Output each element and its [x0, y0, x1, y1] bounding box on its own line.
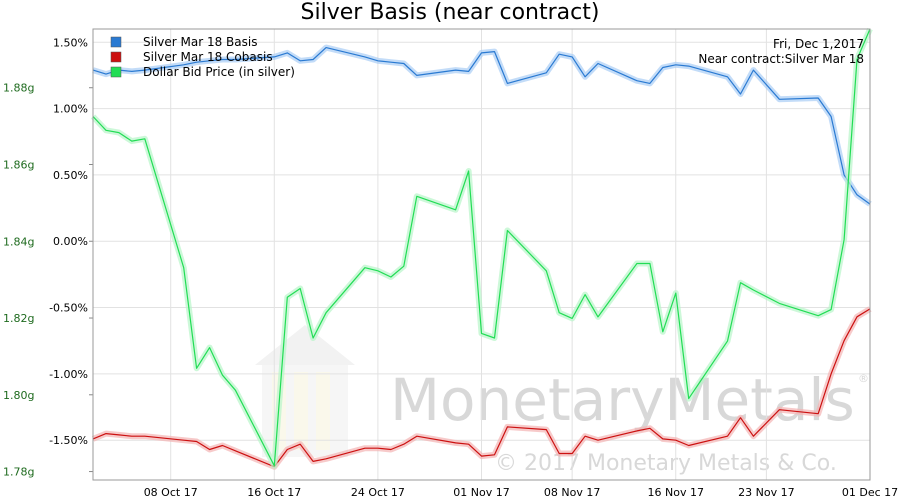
x-tick-label: 23 Nov 17: [738, 486, 794, 499]
y-right-tick-label: -0.50%: [49, 302, 88, 315]
series-lines: [90, 27, 873, 470]
x-tick-label: 16 Oct 17: [247, 486, 301, 499]
series-line-3: [92, 28, 871, 467]
y-right-tick-label: 1.00%: [53, 103, 88, 116]
legend-swatch: [110, 66, 122, 78]
series-line-2: [92, 308, 871, 468]
right-axis-ticks: 1.50% 1.00% 0.50% 0.00% -0.50% -1.00% -1.50%: [49, 36, 88, 447]
legend-label: Dollar Bid Price (in silver): [143, 65, 295, 79]
x-tick-label: 24 Oct 17: [351, 486, 405, 499]
monetary-metals-logo-icon: [255, 325, 355, 457]
y-right-tick-label: 1.50%: [53, 36, 88, 49]
watermark-copyright: © 2017 Monetary Metals & Co.: [495, 451, 837, 476]
legend-label: Silver Mar 18 Cobasis: [143, 50, 273, 64]
legend-label: Silver Mar 18 Basis: [143, 35, 257, 49]
watermark-brand: MonetaryMetals: [390, 366, 855, 434]
y-left-tick-label: 1.78g: [3, 466, 34, 479]
y-left-tick-label: 1.88g: [3, 82, 34, 95]
x-tick-label: 16 Nov 17: [648, 486, 704, 499]
left-axis-ticks: 1.88g 1.86g 1.84g 1.82g 1.80g 1.78g: [3, 82, 93, 479]
chart-title: Silver Basis (near contract): [301, 0, 600, 25]
x-axis-ticks: 08 Oct 17 16 Oct 17 24 Oct 17 01 Nov 17 08 N…: [144, 486, 898, 499]
x-tick-label: 08 Oct 17: [144, 486, 198, 499]
plot-frame: [92, 28, 871, 481]
legend-swatch: [110, 51, 122, 63]
y-left-tick-label: 1.86g: [3, 158, 34, 171]
series-line-1: [92, 46, 871, 205]
y-left-tick-label: 1.84g: [3, 235, 34, 248]
x-tick-label: 08 Nov 17: [544, 486, 600, 499]
y-right-tick-label: -1.50%: [49, 434, 88, 447]
y-left-tick-label: 1.80g: [3, 389, 34, 402]
x-tick-label: 01 Nov 17: [453, 486, 509, 499]
x-tick-label: 01 Dec 17: [842, 486, 898, 499]
annotation-contract: Near contract:Silver Mar 18: [698, 52, 864, 66]
watermark-registered: ®: [858, 372, 869, 385]
legend-swatch: [110, 36, 122, 48]
y-right-tick-label: 0.00%: [53, 235, 88, 248]
y-left-tick-label: 1.82g: [3, 312, 34, 325]
annotation-date: Fri, Dec 1,2017: [773, 37, 864, 51]
y-right-tick-label: -1.00%: [49, 368, 88, 381]
y-right-tick-label: 0.50%: [53, 169, 88, 182]
